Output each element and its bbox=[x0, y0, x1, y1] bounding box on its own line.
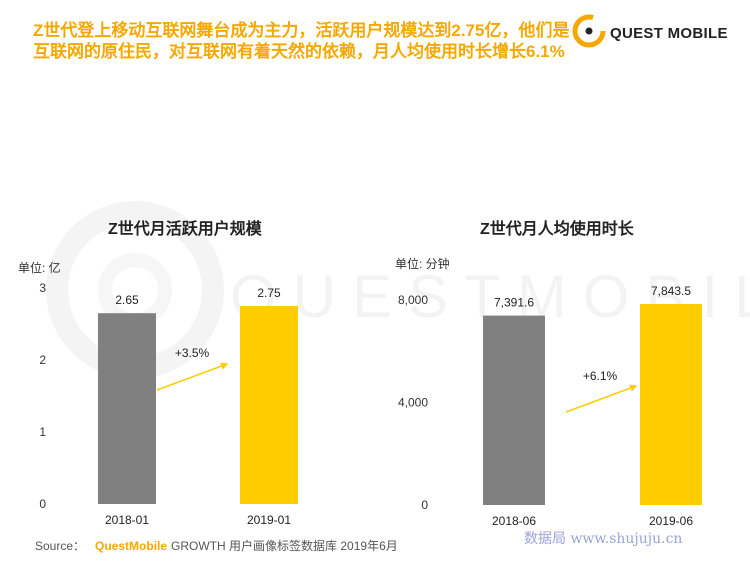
chart-2-bar bbox=[483, 315, 545, 505]
chart-2-bar bbox=[640, 304, 702, 505]
chart-1-bar bbox=[240, 306, 298, 504]
chart-2-category-label: 2019-06 bbox=[649, 514, 693, 528]
site-watermark: 数据局 www.shujuju.cn bbox=[524, 531, 683, 547]
chart-1-growth-label: +3.5% bbox=[175, 346, 210, 360]
source-brand: QuestMobile bbox=[95, 539, 168, 553]
chart-1-ytick-label: 0 bbox=[39, 497, 46, 511]
chart-1-value-label: 2.65 bbox=[115, 293, 139, 307]
chart-1-ytick-label: 3 bbox=[39, 281, 46, 295]
chart-2-unit: 单位: 分钟 bbox=[395, 257, 450, 271]
quest-mobile-logo: QUEST MOBILE bbox=[570, 12, 730, 52]
chart-2-ytick-label: 4,000 bbox=[398, 396, 428, 410]
chart-1-category-label: 2019-01 bbox=[247, 513, 291, 527]
source-text: GROWTH 用户画像标签数据库 2019年6月 bbox=[171, 539, 398, 553]
headline: Z世代登上移动互联网舞台成为主力，活跃用户规模达到2.75亿，他们是互联网的原住… bbox=[33, 21, 570, 61]
chart-2-value-label: 7,391.6 bbox=[494, 296, 534, 310]
source-line: Source： QuestMobile GROWTH 用户画像标签数据库 2019年… bbox=[35, 537, 398, 554]
source-label: Source： bbox=[35, 539, 86, 553]
chart-2-category-label: 2018-06 bbox=[492, 514, 536, 528]
chart-1-ytick-label: 2 bbox=[39, 353, 46, 367]
chart-1-category-label: 2018-01 bbox=[105, 513, 149, 527]
logo-ring-icon bbox=[572, 14, 606, 48]
chart-2-ytick-label: 0 bbox=[421, 498, 428, 512]
chart-2-title: Z世代月人均使用时长 bbox=[480, 221, 634, 238]
chart-2-growth-arrow bbox=[565, 384, 638, 413]
chart-2-growth-label: +6.1% bbox=[583, 369, 618, 383]
chart-2-value-label: 7,843.5 bbox=[651, 284, 691, 298]
chart-1-title: Z世代月活跃用户规模 bbox=[108, 221, 262, 238]
chart-1-value-label: 2.75 bbox=[257, 286, 281, 300]
chart-1-unit: 单位: 亿 bbox=[18, 261, 61, 275]
chart-2-ytick-label: 8,000 bbox=[398, 293, 428, 307]
chart-1-bar bbox=[98, 313, 156, 504]
chart-1-growth-arrow bbox=[156, 362, 229, 391]
logo-text: QUEST MOBILE bbox=[610, 25, 728, 42]
chart-1-ytick-label: 1 bbox=[39, 425, 46, 439]
